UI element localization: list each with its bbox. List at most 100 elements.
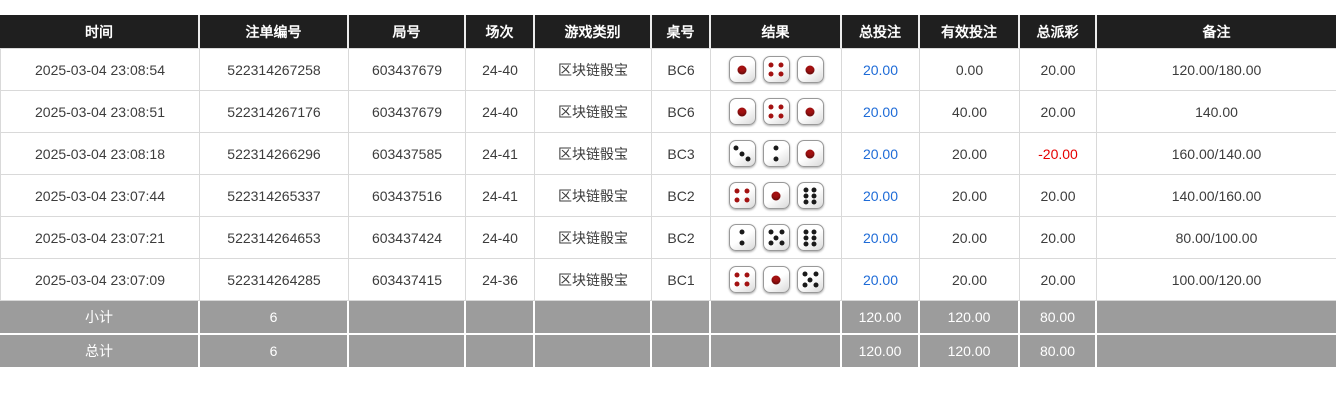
total-label: 总计 [0, 335, 200, 369]
cell-valid-bet: 20.00 [920, 133, 1020, 175]
cell-session: 24-41 [466, 175, 535, 217]
dice-result [711, 266, 841, 293]
cell-time: 2025-03-04 23:07:21 [0, 217, 200, 259]
table-row: 2025-03-04 23:08:54 522314267258 6034376… [0, 49, 1336, 91]
table-footer: 小计 6 120.00 120.00 80.00 总计 6 120.00 120… [0, 301, 1336, 369]
cell-total-bet-link[interactable]: 20.00 [842, 91, 920, 133]
cell-round-id: 603437679 [349, 91, 466, 133]
cell-session: 24-40 [466, 49, 535, 91]
cell-table-id: BC1 [652, 259, 711, 301]
table-row: 2025-03-04 23:08:18 522314266296 6034375… [0, 133, 1336, 175]
cell-result [711, 133, 842, 175]
cell-bet-id: 522314267258 [200, 49, 349, 91]
footer-empty-cell [349, 301, 466, 335]
cell-bet-id: 522314267176 [200, 91, 349, 133]
die-4-icon [728, 182, 756, 209]
footer-empty-cell [535, 335, 652, 369]
cell-table-id: BC6 [652, 91, 711, 133]
col-time: 时间 [0, 15, 200, 49]
cell-remark: 140.00 [1097, 91, 1336, 133]
cell-valid-bet: 20.00 [920, 217, 1020, 259]
subtotal-row: 小计 6 120.00 120.00 80.00 [0, 301, 1336, 335]
cell-total-payout: 20.00 [1020, 49, 1097, 91]
subtotal-label: 小计 [0, 301, 200, 335]
col-bet-id: 注单编号 [200, 15, 349, 49]
die-2-icon [728, 224, 756, 251]
table-header: 时间 注单编号 局号 场次 游戏类别 桌号 结果 总投注 有效投注 总派彩 备注 [0, 15, 1336, 49]
footer-empty-cell [535, 301, 652, 335]
cell-game-type: 区块链骰宝 [535, 175, 652, 217]
col-round-id: 局号 [349, 15, 466, 49]
table-body: 2025-03-04 23:08:54 522314267258 6034376… [0, 49, 1336, 301]
subtotal-total-bet: 120.00 [842, 301, 920, 335]
cell-bet-id: 522314264285 [200, 259, 349, 301]
table-row: 2025-03-04 23:07:44 522314265337 6034375… [0, 175, 1336, 217]
cell-result [711, 259, 842, 301]
die-1-icon [762, 182, 790, 209]
cell-round-id: 603437585 [349, 133, 466, 175]
cell-game-type: 区块链骰宝 [535, 91, 652, 133]
cell-remark: 80.00/100.00 [1097, 217, 1336, 259]
table-row: 2025-03-04 23:07:09 522314264285 6034374… [0, 259, 1336, 301]
footer-empty-cell [1097, 301, 1336, 335]
cell-time: 2025-03-04 23:08:18 [0, 133, 200, 175]
cell-total-bet-link[interactable]: 20.00 [842, 217, 920, 259]
subtotal-valid-bet: 120.00 [920, 301, 1020, 335]
cell-game-type: 区块链骰宝 [535, 49, 652, 91]
die-5-icon [762, 224, 790, 251]
cell-result [711, 91, 842, 133]
col-total-payout: 总派彩 [1020, 15, 1097, 49]
footer-empty-cell [652, 301, 711, 335]
total-count: 6 [200, 335, 349, 369]
total-valid-bet: 120.00 [920, 335, 1020, 369]
cell-round-id: 603437424 [349, 217, 466, 259]
die-1-icon [728, 56, 756, 83]
cell-total-bet-link[interactable]: 20.00 [842, 49, 920, 91]
cell-valid-bet: 0.00 [920, 49, 1020, 91]
cell-total-bet-link[interactable]: 20.00 [842, 175, 920, 217]
cell-bet-id: 522314265337 [200, 175, 349, 217]
dice-result [711, 224, 841, 251]
cell-session: 24-40 [466, 217, 535, 259]
die-1-icon [762, 266, 790, 293]
col-session: 场次 [466, 15, 535, 49]
cell-game-type: 区块链骰宝 [535, 133, 652, 175]
die-5-icon [796, 266, 824, 293]
cell-session: 24-40 [466, 91, 535, 133]
table-row: 2025-03-04 23:07:21 522314264653 6034374… [0, 217, 1336, 259]
cell-bet-id: 522314264653 [200, 217, 349, 259]
col-remark: 备注 [1097, 15, 1336, 49]
dice-result [711, 98, 841, 125]
total-total-bet: 120.00 [842, 335, 920, 369]
subtotal-count: 6 [200, 301, 349, 335]
cell-table-id: BC6 [652, 49, 711, 91]
cell-result [711, 217, 842, 259]
die-4-icon [762, 98, 790, 125]
cell-round-id: 603437679 [349, 49, 466, 91]
cell-table-id: BC2 [652, 175, 711, 217]
die-4-icon [762, 56, 790, 83]
cell-valid-bet: 20.00 [920, 259, 1020, 301]
col-total-bet: 总投注 [842, 15, 920, 49]
cell-game-type: 区块链骰宝 [535, 259, 652, 301]
cell-total-bet-link[interactable]: 20.00 [842, 133, 920, 175]
die-6-icon [796, 224, 824, 251]
cell-table-id: BC2 [652, 217, 711, 259]
cell-remark: 120.00/180.00 [1097, 49, 1336, 91]
col-valid-bet: 有效投注 [920, 15, 1020, 49]
footer-empty-cell [652, 335, 711, 369]
total-row: 总计 6 120.00 120.00 80.00 [0, 335, 1336, 369]
die-1-icon [796, 140, 824, 167]
die-2-icon [762, 140, 790, 167]
cell-total-payout: 20.00 [1020, 175, 1097, 217]
dice-result [711, 140, 841, 167]
cell-game-type: 区块链骰宝 [535, 217, 652, 259]
footer-empty-cell [349, 335, 466, 369]
die-1-icon [796, 56, 824, 83]
col-table-id: 桌号 [652, 15, 711, 49]
cell-total-bet-link[interactable]: 20.00 [842, 259, 920, 301]
cell-result [711, 49, 842, 91]
header-row: 时间 注单编号 局号 场次 游戏类别 桌号 结果 总投注 有效投注 总派彩 备注 [0, 15, 1336, 49]
footer-empty-cell [711, 335, 842, 369]
cell-valid-bet: 40.00 [920, 91, 1020, 133]
